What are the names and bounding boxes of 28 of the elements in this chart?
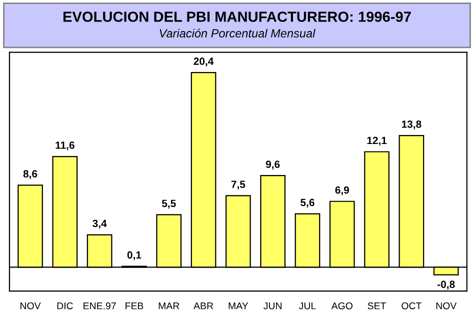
data-label: 7,5 (231, 180, 246, 190)
x-tick-label: JUL (298, 302, 316, 310)
data-label: 8,6 (23, 170, 38, 180)
x-tick-label: NOV (20, 302, 41, 310)
x-tick-label: SET (368, 302, 386, 310)
data-label: 12,1 (367, 136, 387, 146)
data-label: 20,4 (194, 58, 214, 66)
x-tick-label: ABR (194, 302, 214, 310)
x-tick-label: JUN (264, 302, 282, 310)
data-label: 11,6 (56, 142, 74, 150)
data-label: 9,6 (266, 160, 280, 170)
data-label: 5,6 (300, 198, 314, 208)
x-tick-label: DIC (57, 302, 73, 310)
data-label: 3,4 (92, 220, 107, 229)
x-tick-label: ENE.97 (84, 302, 116, 310)
x-tick-label: OCT (402, 302, 422, 310)
x-tick-label: MAY (228, 302, 248, 310)
chart-subtitle: Variación Porcentual Mensual (160, 28, 316, 38)
x-tick-label: MAR (158, 302, 180, 310)
data-label: 5,5 (162, 200, 176, 209)
chart-title: EVOLUCION DEL PBI MANUFACTURERO: 1996-97 (63, 12, 411, 22)
data-label: -0,8 (438, 280, 455, 290)
x-tick-label: FEB (126, 302, 144, 310)
data-label: 13,8 (402, 120, 422, 130)
x-tick-label: AGO (331, 302, 352, 310)
data-label: 6,9 (335, 186, 349, 196)
x-tick-label: NOV (436, 302, 457, 310)
data-label: 0,1 (127, 251, 142, 260)
